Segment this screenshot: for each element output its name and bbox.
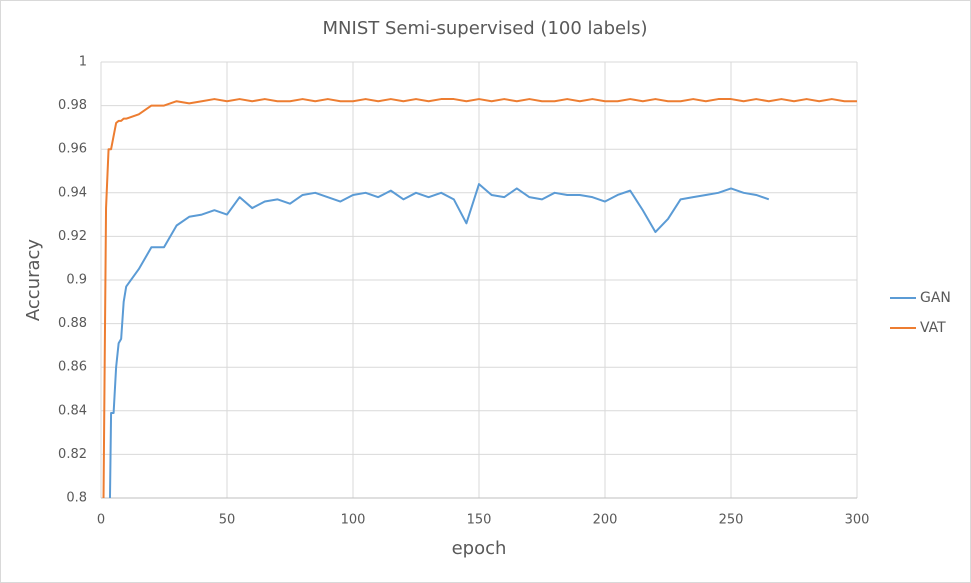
y-tick-label: 0.96: [58, 142, 87, 157]
y-axis-label: Accuracy: [23, 239, 44, 322]
legend-label: GAN: [920, 290, 951, 306]
y-tick-label: 0.88: [58, 316, 87, 331]
series-line: [102, 98, 857, 498]
series-line: [108, 183, 770, 498]
y-tick-label: 0.8: [66, 491, 87, 506]
x-tick-label: 0: [97, 513, 105, 528]
legend-label: VAT: [920, 320, 946, 336]
chart-title: MNIST Semi-supervised (100 labels): [323, 18, 648, 39]
plot-area: [102, 98, 857, 498]
y-tick-label: 1: [79, 55, 87, 70]
x-tick-label: 150: [467, 513, 492, 528]
x-tick-label: 50: [219, 513, 236, 528]
y-tick-label: 0.92: [58, 229, 87, 244]
x-tick-label: 100: [341, 513, 366, 528]
x-tick-label: 250: [719, 513, 744, 528]
y-tick-label: 0.94: [58, 185, 87, 200]
y-tick-label: 0.9: [66, 273, 87, 288]
x-tick-label: 300: [845, 513, 870, 528]
x-tick-label: 200: [593, 513, 618, 528]
y-tick-label: 0.84: [58, 403, 87, 418]
y-tick-label: 0.86: [58, 360, 87, 375]
x-axis-label: epoch: [452, 538, 507, 559]
y-tick-label: 0.82: [58, 447, 87, 462]
y-tick-label: 0.98: [58, 98, 87, 113]
